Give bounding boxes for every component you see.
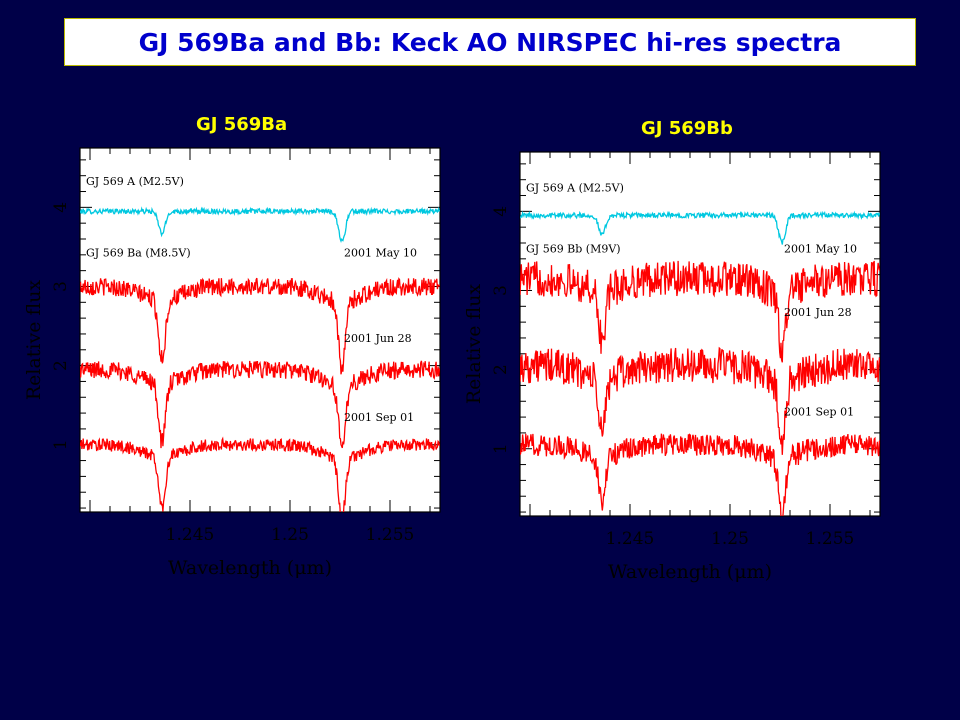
spectrum-line [80,206,440,244]
spectrum-annotation: 2001 Sep 01 [784,406,854,419]
spectrum-chart-ba: 1.245 1.25 1.255 1 2 3 4 Wavelength (μm) Relativ… [23,147,441,579]
spectrum-line [80,436,440,512]
x-tick-label: 1.25 [711,529,749,549]
spectrum-annotation: GJ 569 Bb (M9V) [526,242,621,255]
spectrum-line [520,210,880,245]
spectrum-annotation: GJ 569 Ba (M8.5V) [86,246,191,259]
y-axis-label: Relative flux [463,284,485,405]
y-tick-label: 4 [51,202,71,213]
y-tick-label: 1 [491,443,511,454]
x-tick-label: 1.245 [606,529,655,549]
slide-title: GJ 569Ba and Bb: Keck AO NIRSPEC hi-res … [138,27,842,57]
x-tick-label: 1.245 [166,525,215,545]
spectrum-line [520,260,880,363]
y-tick-label: 1 [51,439,71,450]
spectrum-annotation: 2001 Jun 28 [784,306,852,319]
x-tick-label: 1.255 [806,529,855,549]
x-axis-label: Wavelength (μm) [168,557,332,579]
x-tick-label: 1.255 [366,525,415,545]
spectrum-annotation: GJ 569 A (M2.5V) [526,182,624,195]
spectrum-annotation: 2001 May 10 [784,242,857,255]
spectrum-annotation: 2001 Sep 01 [344,411,414,424]
panel-title-bb: GJ 569Bb [641,118,733,139]
panel-title-ba: GJ 569Ba [196,114,288,135]
y-tick-label: 4 [491,206,511,217]
spectrum-line [520,433,880,516]
y-tick-label: 2 [491,364,511,375]
spectrum-line [80,360,440,449]
slide-title-box: GJ 569Ba and Bb: Keck AO NIRSPEC hi-res … [64,18,916,66]
spectrum-line [520,346,880,455]
plot-area [519,151,881,517]
spectrum-annotation: GJ 569 A (M2.5V) [86,175,184,188]
y-tick-label: 2 [51,360,71,371]
x-tick-label: 1.25 [271,525,309,545]
y-tick-label: 3 [51,281,71,292]
spectrum-line [80,277,440,375]
spectrum-annotation: 2001 May 10 [344,246,417,259]
y-axis-label: Relative flux [23,280,45,401]
plot-area [79,147,441,513]
spectrum-chart-bb: 1.245 1.25 1.255 1 2 3 4 Wavelength (μm) Relativ… [463,151,881,583]
y-tick-label: 3 [491,285,511,296]
x-axis-label: Wavelength (μm) [608,561,772,583]
spectrum-annotation: 2001 Jun 28 [344,332,412,345]
